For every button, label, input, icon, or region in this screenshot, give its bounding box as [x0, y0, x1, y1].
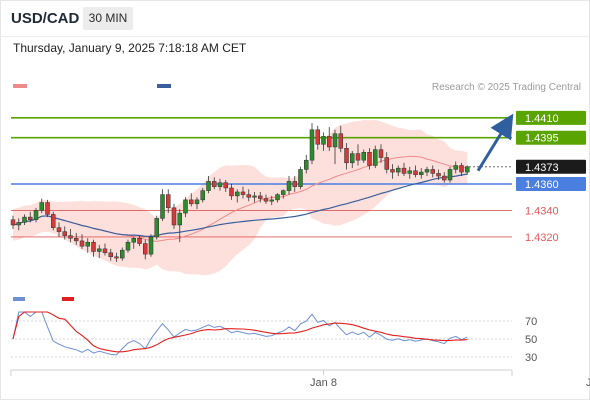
- timeframe-badge[interactable]: 30 MIN: [83, 7, 133, 30]
- chart-datetime: Thursday, January 9, 2025 7:18:18 AM CET: [13, 41, 247, 55]
- instrument-title: USD/CAD: [11, 10, 80, 27]
- chart-header: USD/CAD 30 MIN: [0, 0, 590, 37]
